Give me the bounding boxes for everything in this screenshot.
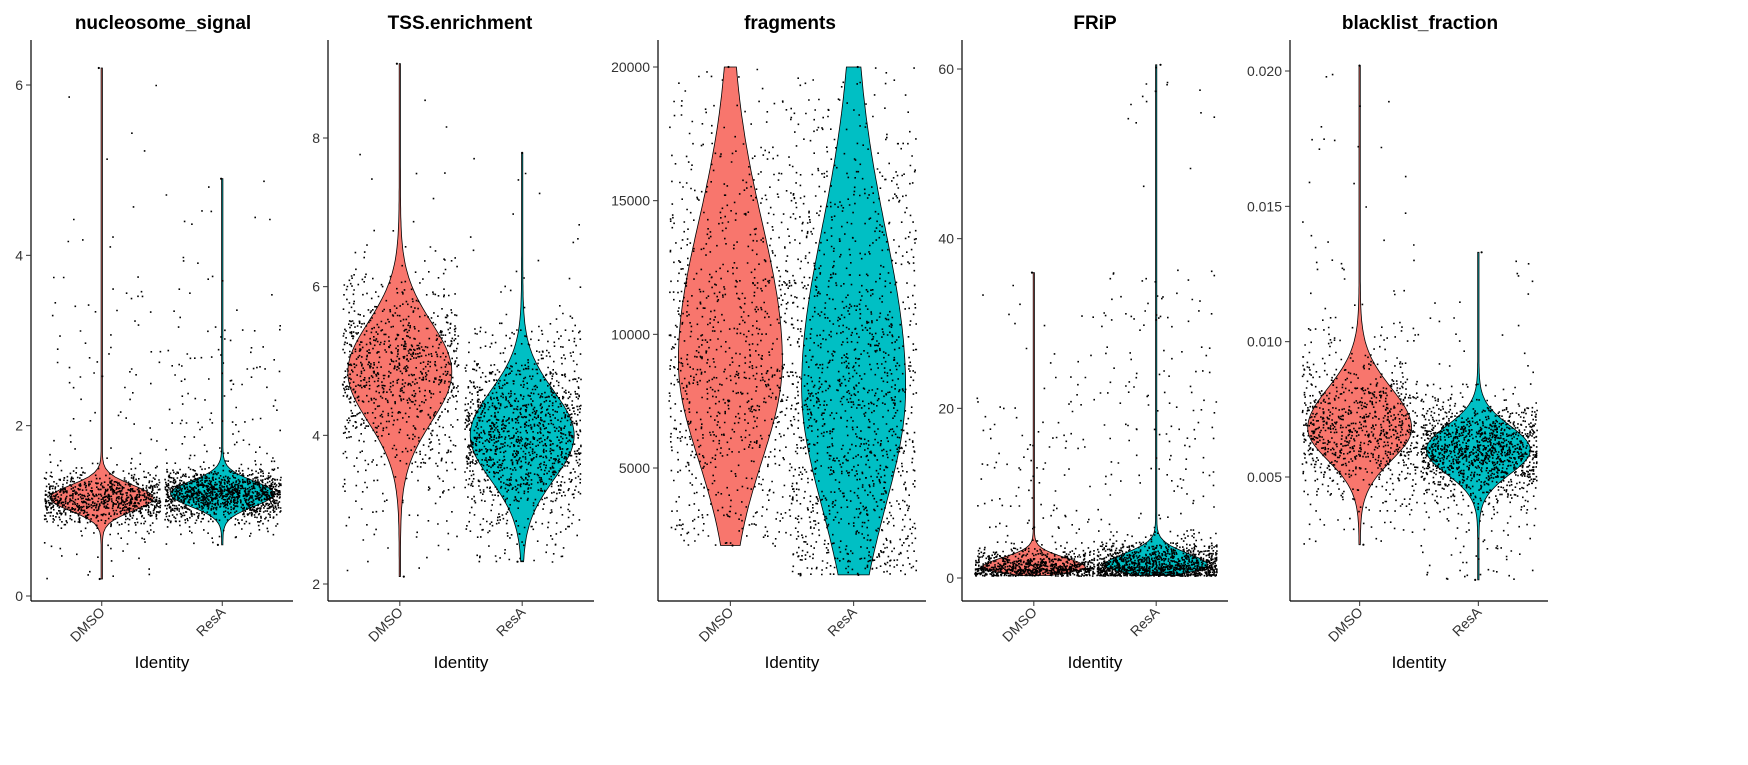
x-axis-title: Identity (135, 653, 190, 672)
points-resa (791, 65, 918, 577)
points-resa (464, 151, 582, 563)
y-tick-label: 0.010 (1247, 334, 1282, 350)
points-dmso (668, 65, 794, 547)
data-point (1362, 543, 1365, 546)
x-tick-label: DMSO (1325, 604, 1366, 645)
y-tick-label: 0.005 (1247, 469, 1282, 485)
x-axis-title: Identity (765, 653, 820, 672)
data-point (395, 62, 398, 65)
data-point (857, 573, 860, 577)
y-tick-label: 0 (15, 588, 23, 604)
data-point (856, 65, 859, 69)
violin-dmso (981, 272, 1087, 576)
y-tick-label: 2 (15, 418, 23, 434)
violin-dmso (49, 67, 155, 580)
violin-resa (1425, 251, 1531, 581)
x-tick-label: ResA (193, 603, 229, 639)
panel-title: FRiP (1073, 13, 1117, 34)
x-tick-label: ResA (824, 603, 860, 639)
x-axis-title: Identity (1392, 653, 1447, 672)
points-dmso (341, 62, 460, 578)
data-point (164, 180, 282, 545)
x-tick-label: DMSO (67, 604, 108, 645)
data-point (1158, 574, 1162, 577)
data-point (1480, 251, 1483, 254)
x-tick-label: DMSO (695, 604, 736, 645)
x-tick-label: ResA (493, 603, 529, 639)
panel-title: blacklist_fraction (1342, 13, 1498, 34)
y-tick-label: 2 (312, 576, 320, 592)
data-point (1159, 63, 1162, 66)
data-point (402, 575, 405, 578)
violin-dmso (1307, 65, 1413, 546)
panel-fragments: fragments 5000 10000 15000 20000 DMSO ResAIden… (611, 13, 926, 672)
x-tick-label: ResA (1449, 603, 1485, 639)
y-tick-label: 5000 (619, 460, 650, 476)
panel-title: TSS.enrichment (388, 13, 533, 34)
data-point (1030, 271, 1034, 274)
data-point (98, 577, 101, 581)
violin-dmso (347, 63, 453, 577)
data-point (1031, 574, 1034, 577)
data-point (1301, 73, 1420, 545)
data-point (220, 177, 223, 180)
x-tick-label: DMSO (999, 604, 1040, 645)
data-point (1420, 260, 1538, 580)
violin-resa (469, 152, 575, 563)
y-tick-label: 15000 (611, 193, 650, 209)
y-tick-label: 60 (938, 61, 954, 77)
points-dmso (1301, 64, 1420, 546)
points-dmso (974, 271, 1096, 577)
y-tick-label: 8 (312, 130, 320, 146)
points-dmso (43, 66, 162, 581)
data-point (1358, 64, 1361, 67)
y-tick-label: 40 (938, 231, 954, 247)
points-resa (1096, 63, 1218, 578)
x-tick-label: ResA (1127, 603, 1163, 639)
panel-title: fragments (744, 13, 836, 34)
data-point (521, 151, 524, 154)
y-tick-label: 4 (15, 247, 23, 263)
y-tick-label: 4 (312, 427, 320, 443)
y-tick-label: 6 (15, 77, 23, 93)
data-point (97, 66, 100, 70)
data-point (216, 543, 219, 547)
data-point (341, 99, 460, 572)
y-tick-label: 0.020 (1247, 63, 1282, 79)
violin-dmso (678, 66, 783, 546)
y-tick-label: 20000 (611, 59, 650, 75)
y-tick-label: 0 (946, 570, 954, 586)
points-resa (164, 177, 282, 547)
y-tick-label: 6 (312, 279, 320, 295)
data-point (516, 560, 519, 563)
data-point (727, 65, 730, 69)
points-resa (1420, 251, 1538, 582)
y-tick-label: 20 (938, 400, 954, 416)
data-point (731, 544, 734, 547)
panel-title: nucleosome_signal (75, 13, 251, 34)
y-tick-label: 0.015 (1247, 198, 1282, 214)
x-tick-label: DMSO (365, 604, 406, 645)
x-axis-title: Identity (1068, 653, 1123, 672)
data-point (1474, 578, 1477, 582)
panel-blacklist-fraction: blacklist_fraction 0.005 0.010 0.015 0.020 DM… (1247, 13, 1548, 672)
y-tick-label: 10000 (611, 326, 650, 342)
x-axis-title: Identity (434, 653, 489, 672)
